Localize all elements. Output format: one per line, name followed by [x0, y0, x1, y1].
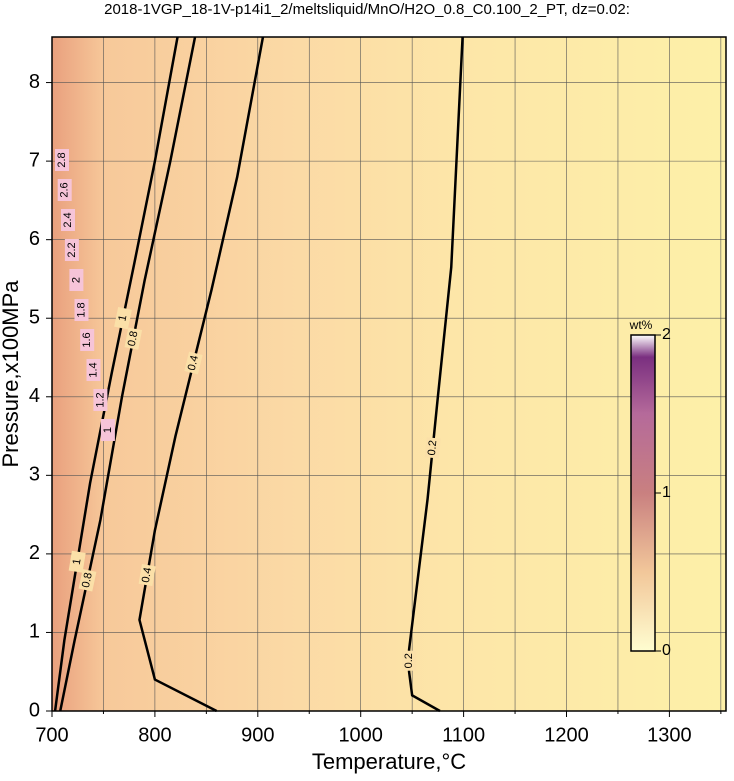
contour-label: 0.4: [140, 567, 154, 584]
contour-line: [407, 36, 464, 713]
contour-label-bg: [57, 179, 72, 201]
contour-label-bg: [80, 329, 95, 351]
contour-label: 0.2: [426, 440, 439, 456]
contour-label-group: 1: [68, 550, 86, 573]
y-tick-label: 4: [29, 385, 40, 407]
chart-title: 2018-1VGP_18-1V-p14i1_2/meltsliquid/MnO/…: [104, 1, 630, 18]
y-tick-label: 0: [29, 699, 40, 721]
contour-label-bg: [114, 307, 132, 330]
colorbar-tick-label: 2: [662, 326, 671, 343]
contour-label-group: 2.2: [64, 239, 79, 261]
colorbar-tick-label: 0: [662, 642, 671, 659]
y-tick-label: 2: [29, 542, 40, 564]
contour-label-bg: [184, 351, 203, 375]
contour-label: 1.2: [94, 392, 106, 407]
y-tick-label: 3: [29, 464, 40, 486]
contour-label-bg: [402, 650, 417, 671]
contour-label-group: 1.6: [80, 329, 95, 351]
colorbar: [630, 334, 656, 652]
contour-label-group: 1.4: [86, 359, 101, 381]
y-tick-label: 1: [29, 621, 40, 643]
contour-label-bg: [61, 209, 75, 231]
contour-label: 1: [116, 314, 129, 322]
contour-line: [53, 36, 179, 712]
contour-label-group: 2: [69, 269, 84, 291]
contour-label-bg: [64, 239, 79, 261]
y-tick-label: 8: [29, 71, 40, 93]
contour-label: 1.6: [81, 332, 93, 347]
contour-label-group: 0.8: [124, 327, 143, 350]
contour-label-group: 1: [114, 307, 132, 330]
contour-label-bg: [69, 269, 84, 291]
plot-background: [52, 37, 726, 711]
contour-label-group: 1: [100, 419, 115, 441]
contour-label-group: 0.8: [78, 568, 97, 592]
x-tick-label: 1200: [544, 724, 589, 746]
plot-frame: [51, 36, 727, 712]
x-axis-label: Temperature,°C: [312, 749, 466, 774]
y-tick-label: 6: [29, 228, 40, 250]
contour-label-group: 1.8: [74, 299, 89, 321]
contour-label: 1.8: [75, 302, 87, 317]
contour-label: 1: [102, 427, 114, 433]
contour-label-bg: [424, 437, 441, 459]
contour-label-group: 0.4: [184, 351, 203, 375]
y-tick-label: 5: [29, 307, 40, 329]
contour-label: 1.4: [87, 362, 99, 377]
contour-label-group: 0.2: [424, 437, 441, 459]
x-tick-label: 1000: [338, 724, 383, 746]
x-tick-label: 1100: [442, 724, 485, 746]
colorbar-tick-label: 1: [662, 484, 671, 501]
contour-label: 0.4: [186, 354, 201, 372]
contour-label-bg: [55, 149, 69, 171]
contour-label-bg: [100, 419, 115, 441]
colorbar-label: wt%: [629, 318, 653, 332]
contour-label-bg: [68, 550, 86, 573]
contour-label-bg: [86, 359, 101, 381]
contour-label-bg: [124, 327, 143, 350]
contour-label: 2: [70, 277, 82, 283]
y-axis-label: Pressure,x100MPa: [0, 280, 23, 468]
contour-label: 2.6: [59, 182, 71, 197]
contour-label: 2.2: [66, 242, 78, 257]
y-tick-label: 7: [29, 149, 40, 171]
contour-label: 0.8: [80, 571, 95, 588]
contour-label-bg: [93, 389, 108, 411]
x-tick-label: 800: [138, 724, 171, 746]
x-tick-label: 1300: [647, 724, 692, 746]
contour-label-group: 0.4: [138, 564, 156, 587]
contour-label-group: 0.2: [402, 650, 417, 671]
contour-label: 0.2: [403, 653, 415, 668]
x-tick-label: 900: [241, 724, 274, 746]
contour-label: 2.4: [62, 212, 74, 227]
contour-label-bg: [74, 299, 89, 321]
contour-label: 0.8: [126, 330, 141, 347]
contour-label-bg: [78, 568, 97, 592]
contour-label: 1: [71, 558, 84, 566]
contour-line: [138, 36, 265, 713]
contour-label-group: 1.2: [93, 389, 108, 411]
contour-label-group: 2.8: [55, 149, 69, 171]
x-tick-label: 700: [35, 724, 68, 746]
contour-label-group: 2.6: [57, 179, 72, 201]
contour-label-bg: [138, 564, 156, 587]
contour-label-group: 2.4: [61, 209, 75, 231]
contour-label: 2.8: [56, 152, 68, 167]
contour-line: [59, 36, 197, 712]
